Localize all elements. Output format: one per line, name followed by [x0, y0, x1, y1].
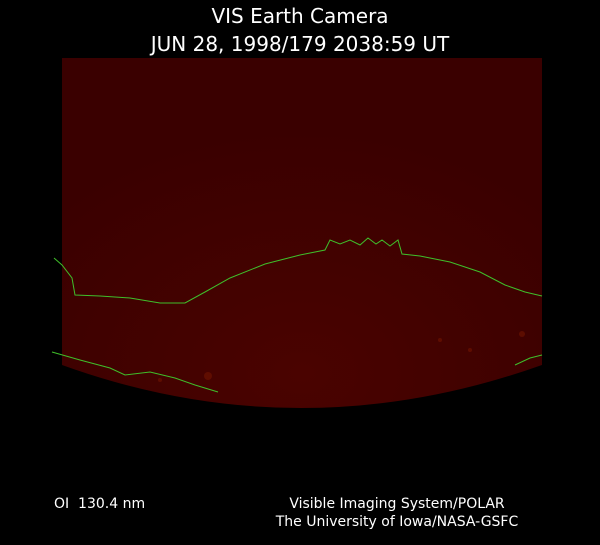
- title: VIS Earth Camera: [211, 4, 388, 28]
- coastline: [51, 351, 219, 393]
- credit-line: Visible Imaging System/POLAR: [289, 496, 505, 512]
- aurora-spots: [158, 331, 525, 382]
- coastline: [514, 354, 543, 366]
- credit-line: The University of Iowa/NASA-GSFC: [275, 514, 519, 530]
- filter-label: OI 130.4 nm: [54, 496, 145, 512]
- coastline: [53, 237, 543, 304]
- timestamp: JUN 28, 1998/179 2038:59 UT: [149, 32, 450, 56]
- earth-image: [62, 58, 542, 408]
